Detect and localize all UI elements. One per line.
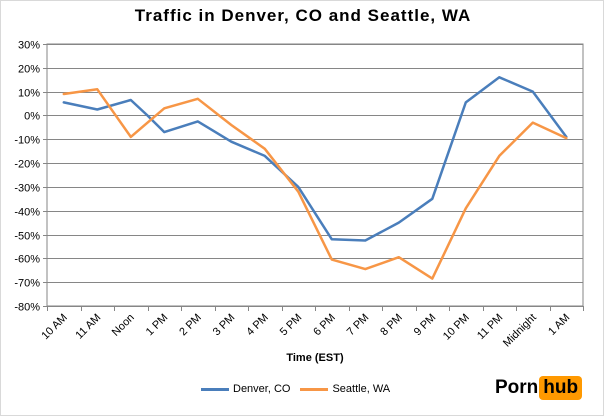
- x-tick-label: 5 PM: [278, 312, 305, 339]
- legend-swatch-denver: [201, 388, 229, 391]
- x-tick-label: 7 PM: [345, 312, 372, 339]
- y-tick-label: 20%: [18, 64, 40, 76]
- y-tick-label: -70%: [14, 278, 40, 290]
- brand-logo-right: hub: [539, 376, 582, 400]
- x-tick-label: Midnight: [501, 312, 539, 350]
- y-tick-label: -40%: [14, 207, 40, 219]
- x-tick-label: 10 AM: [39, 312, 70, 343]
- brand-logo: Porn hub: [495, 375, 582, 401]
- y-tick-label: -80%: [14, 302, 40, 314]
- x-tick-label: 2 PM: [177, 312, 204, 339]
- x-tick-label: 11 PM: [475, 312, 505, 342]
- chart-legend: Denver, CO Seattle, WA: [201, 381, 400, 397]
- x-tick-label: 9 PM: [412, 312, 439, 339]
- legend-item-seattle: Seattle, WA: [300, 383, 390, 395]
- plot-area: [47, 44, 583, 306]
- legend-swatch-seattle: [300, 388, 328, 391]
- y-tick-label: -10%: [14, 135, 40, 147]
- y-tick-label: 10%: [18, 88, 40, 100]
- series-line-seattle: [64, 89, 567, 278]
- x-tick-label: 6 PM: [311, 312, 338, 339]
- brand-logo-left: Porn: [495, 377, 538, 399]
- legend-label-denver: Denver, CO: [233, 383, 290, 395]
- legend-item-denver: Denver, CO: [201, 383, 290, 395]
- x-tick-label: 3 PM: [211, 312, 238, 339]
- y-tick-label: 30%: [18, 40, 40, 52]
- x-tick-label: 10 PM: [441, 312, 472, 343]
- x-tick-label: Noon: [110, 312, 137, 339]
- x-tick-label: 1 AM: [546, 312, 572, 338]
- x-tick-label: 8 PM: [378, 312, 405, 339]
- x-tick-label: 4 PM: [244, 312, 271, 339]
- y-tick-label: -60%: [14, 254, 40, 266]
- y-tick-label: 0%: [24, 111, 40, 123]
- series-line-denver: [64, 77, 567, 240]
- x-tick-label: 1 PM: [144, 312, 171, 339]
- y-tick-label: -20%: [14, 159, 40, 171]
- legend-label-seattle: Seattle, WA: [332, 383, 390, 395]
- y-tick-label: -50%: [14, 231, 40, 243]
- y-tick-label: -30%: [14, 183, 40, 195]
- x-tick-label: 11 AM: [73, 312, 103, 342]
- x-axis-title: Time (EST): [286, 352, 344, 364]
